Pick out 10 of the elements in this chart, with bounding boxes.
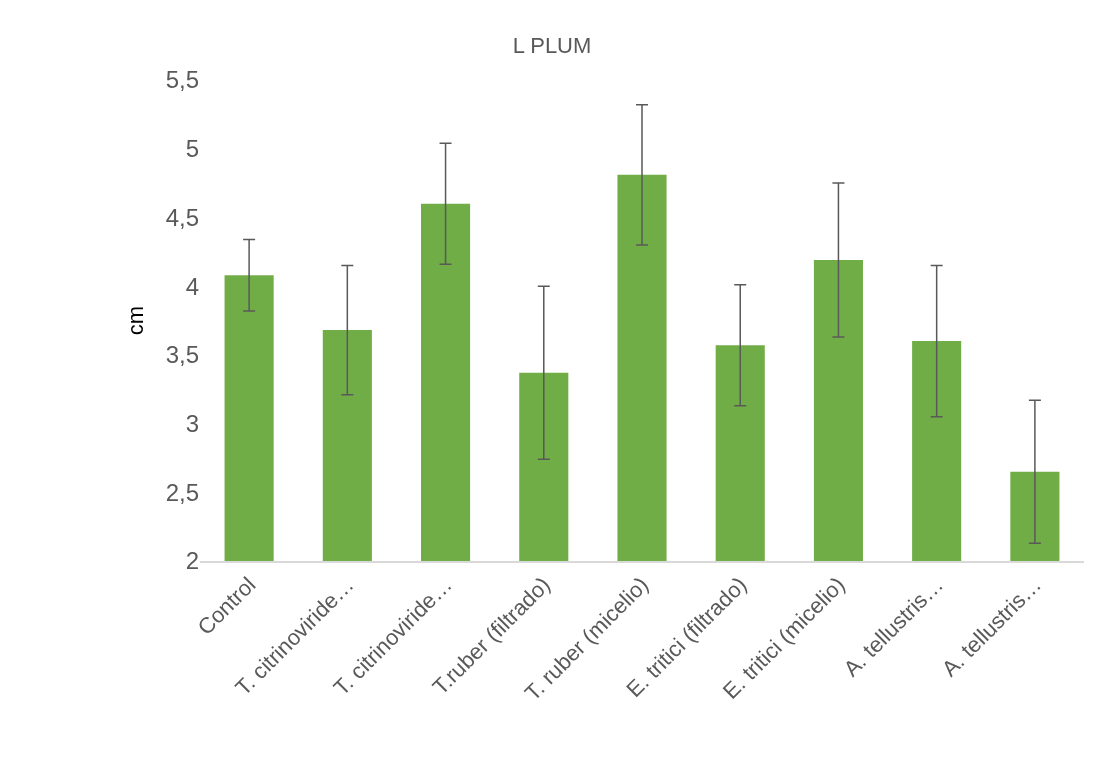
chart-title: L PLUM [512, 33, 592, 59]
y-tick-label: 4 [185, 272, 199, 300]
y-tick-label: 3,5 [165, 341, 199, 369]
y-axis-title: cm [123, 305, 149, 336]
y-tick-label: 5 [185, 135, 199, 163]
y-tick-label: 4,5 [165, 203, 199, 231]
y-tick-label: 3 [185, 409, 199, 437]
y-tick-label: 2 [185, 547, 199, 575]
y-tick-label: 2,5 [165, 478, 199, 506]
y-tick-label: 5,5 [165, 66, 199, 94]
